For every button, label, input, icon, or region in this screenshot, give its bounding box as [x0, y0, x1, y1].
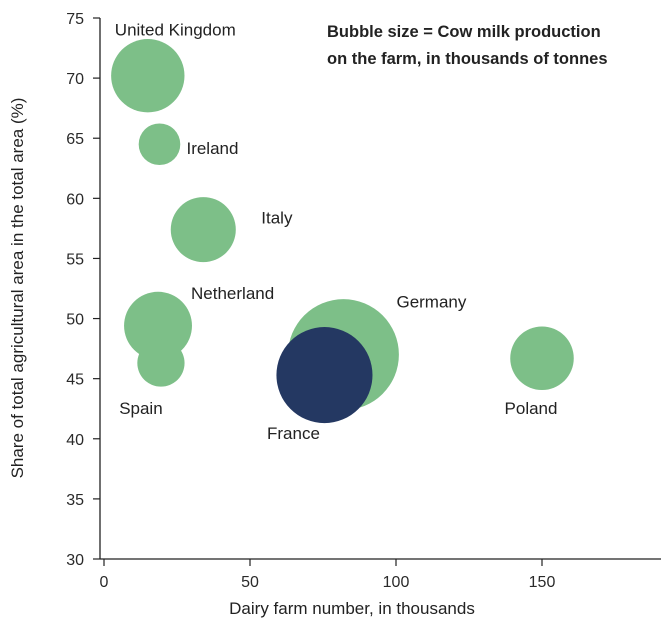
- x-ticks-group: 0 50 100 150: [100, 559, 556, 591]
- bubble-united-kingdom: [111, 39, 185, 113]
- size-legend-note-line2: on the farm, in thousands of tonnes: [327, 50, 608, 68]
- x-tick-label: 150: [529, 574, 556, 591]
- y-tick-label: 50: [66, 312, 84, 329]
- label-netherland: Netherland: [191, 284, 274, 303]
- bubble-labels-group: United Kingdom Ireland Italy Netherland Spai…: [115, 21, 558, 443]
- y-tick-label: 60: [66, 191, 84, 208]
- y-axis-title: Share of total agricultural area in the …: [8, 98, 27, 479]
- label-spain: Spain: [119, 399, 162, 418]
- label-germany: Germany: [396, 293, 466, 312]
- bubble-italy: [170, 197, 236, 263]
- x-tick-label: 50: [241, 574, 259, 591]
- label-poland: Poland: [505, 399, 558, 418]
- label-united-kingdom: United Kingdom: [115, 21, 236, 40]
- x-tick-label: 100: [383, 574, 410, 591]
- bubble-france: [276, 327, 373, 424]
- label-france: France: [267, 424, 320, 443]
- y-tick-label: 30: [66, 552, 84, 569]
- x-axis-title: Dairy farm number, in thousands: [229, 599, 475, 618]
- x-tick-label: 0: [100, 574, 109, 591]
- size-legend-note-line1: Bubble size = Cow milk production: [327, 23, 601, 41]
- y-tick-label: 40: [66, 432, 84, 449]
- bubble-netherland: [124, 291, 192, 360]
- bubbles-group: [111, 39, 574, 424]
- bubble-spain: [137, 339, 185, 387]
- y-tick-label: 45: [66, 372, 84, 389]
- label-italy: Italy: [261, 209, 293, 228]
- y-tick-label: 70: [66, 71, 84, 88]
- bubble-ireland: [138, 123, 181, 166]
- bubble-poland: [510, 326, 574, 390]
- label-ireland: Ireland: [186, 139, 238, 158]
- y-tick-label: 55: [66, 251, 84, 268]
- y-ticks-group: 30 35 40 45 50 55 60 65 70 75: [66, 11, 100, 569]
- y-tick-label: 35: [66, 492, 84, 509]
- y-tick-label: 65: [66, 131, 84, 148]
- y-tick-label: 75: [66, 11, 84, 28]
